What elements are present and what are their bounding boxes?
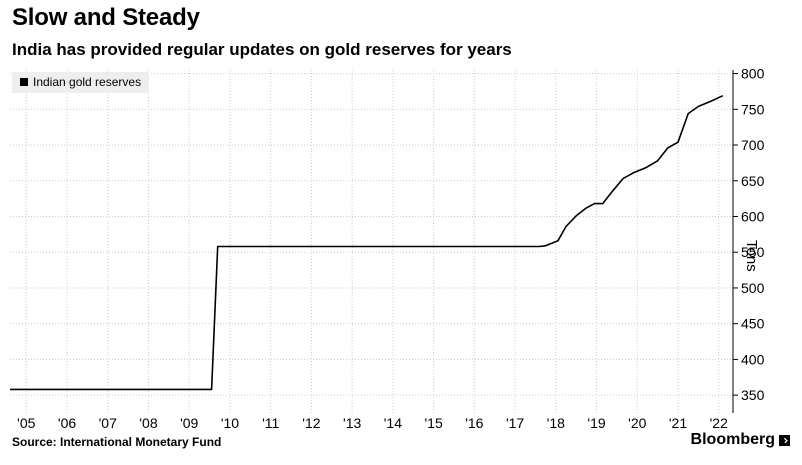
x-tick-label: '21 (669, 415, 687, 431)
x-tick-label: '14 (384, 415, 402, 431)
y-tick-label: 350 (741, 387, 765, 403)
y-tick-label: 550 (741, 244, 765, 260)
source-note: Source: International Monetary Fund (12, 435, 222, 449)
legend-label: Indian gold reserves (33, 75, 142, 89)
y-tick-label: 650 (741, 173, 765, 189)
chart-title: Slow and Steady (12, 4, 200, 31)
y-tick-label: 450 (741, 316, 765, 332)
brand-name: Bloomberg (690, 431, 775, 448)
x-tick-label: '08 (139, 415, 157, 431)
x-tick-label: '07 (99, 415, 117, 431)
series-line-indian-gold-reserves (10, 94, 724, 391)
legend: Indian gold reserves (12, 72, 150, 93)
x-tick-label: '09 (180, 415, 198, 431)
chart-subtitle: India has provided regular updates on go… (12, 40, 512, 59)
x-tick-label: '13 (343, 415, 361, 431)
legend-swatch (20, 78, 28, 86)
x-tick-label: '05 (17, 415, 35, 431)
bloomberg-logo-icon (779, 434, 790, 446)
y-axis-label: Tons (743, 240, 760, 272)
y-tick-label: 750 (741, 101, 765, 117)
x-tick-label: '11 (262, 415, 279, 431)
y-tick-label: 600 (741, 208, 765, 224)
x-tick-label: '15 (424, 415, 442, 431)
y-tick-label: 400 (741, 351, 765, 367)
bloomberg-logo: Bloomberg (691, 431, 790, 449)
x-tick-label: '19 (587, 415, 605, 431)
x-tick-label: '20 (628, 415, 646, 431)
y-tick-label: 700 (741, 137, 765, 153)
x-tick-label: '18 (547, 415, 565, 431)
x-tick-label: '22 (710, 415, 728, 431)
x-tick-label: '06 (58, 415, 76, 431)
x-tick-label: '12 (302, 415, 320, 431)
x-tick-label: '16 (465, 415, 483, 431)
x-tick-label: '10 (221, 415, 239, 431)
y-tick-label: 800 (741, 66, 765, 82)
y-tick-label: 500 (741, 280, 765, 296)
x-tick-label: '17 (506, 415, 524, 431)
